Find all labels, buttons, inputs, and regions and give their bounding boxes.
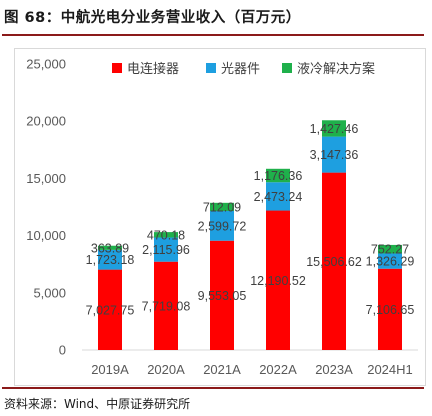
bar-segment-liquid-cooling (266, 168, 290, 183)
data-label: 15,506.62 (306, 255, 362, 269)
legend-swatch (206, 63, 216, 73)
x-tick-label: 2019A (91, 362, 129, 377)
data-label: 1,723.18 (86, 253, 135, 267)
legend-swatch (282, 63, 292, 73)
data-label: 470.18 (147, 228, 185, 242)
data-label: 752.27 (371, 243, 409, 257)
title-divider (2, 34, 424, 36)
chart-frame (14, 48, 426, 386)
y-tick-label: 20,000 (26, 114, 66, 129)
data-label: 3,147.36 (310, 148, 359, 162)
data-label: 7,106.65 (366, 303, 415, 317)
data-label: 2,599.72 (198, 219, 247, 233)
y-tick-label: 10,000 (26, 228, 66, 243)
figure-title: 图 68：中航光电分业务营业收入（百万元） (4, 10, 301, 26)
legend-label: 液冷解决方案 (297, 61, 375, 77)
bar-segment-liquid-cooling (378, 244, 402, 254)
bar-segment-optical (378, 253, 402, 269)
y-tick-label: 0 (59, 343, 66, 358)
data-label: 1,176.36 (254, 169, 303, 183)
bar-segment-liquid-cooling (98, 245, 122, 250)
bar-segment-optical (98, 249, 122, 270)
x-tick-label: 2020A (147, 362, 185, 377)
bar-segment-connector (98, 269, 122, 350)
data-label: 1,427.46 (310, 122, 359, 136)
bar-segment-optical (266, 182, 290, 211)
bar-segment-liquid-cooling (210, 202, 234, 211)
x-tick-label: 2022A (259, 362, 297, 377)
y-tick-label: 15,000 (26, 171, 66, 186)
y-tick-label: 5,000 (33, 285, 66, 300)
source-note: 资料来源：Wind、中原证券研究所 (4, 397, 191, 411)
data-label: 7,719.08 (142, 299, 191, 313)
footer-divider (2, 387, 424, 389)
bar-segment-connector (210, 240, 234, 350)
legend-swatch (112, 63, 122, 73)
bar-segment-liquid-cooling (322, 120, 346, 137)
x-tick-label: 2024H1 (367, 362, 413, 377)
data-label: 1,326.29 (366, 255, 415, 269)
bar-segment-connector (322, 172, 346, 350)
x-tick-label: 2023A (315, 362, 353, 377)
data-label: 2,115.96 (142, 243, 190, 257)
bar-segment-optical (322, 136, 346, 173)
bar-segment-optical (210, 210, 234, 241)
y-tick-label: 25,000 (26, 57, 66, 72)
bar-segment-connector (154, 261, 178, 350)
x-tick-label: 2021A (203, 362, 241, 377)
bar-segment-optical (154, 237, 178, 262)
data-label: 363.89 (91, 241, 129, 255)
data-label: 9,553.05 (198, 289, 247, 303)
data-label: 2,473.24 (254, 190, 303, 204)
data-label: 7,027.75 (86, 303, 135, 317)
bar-segment-connector (266, 210, 290, 350)
legend-label: 电连接器 (127, 61, 179, 77)
data-label: 12,190.52 (250, 274, 306, 288)
legend-label: 光器件 (221, 62, 260, 77)
bar-segment-connector (378, 268, 402, 350)
data-label: 712.09 (203, 200, 241, 214)
bar-segment-liquid-cooling (154, 232, 178, 238)
